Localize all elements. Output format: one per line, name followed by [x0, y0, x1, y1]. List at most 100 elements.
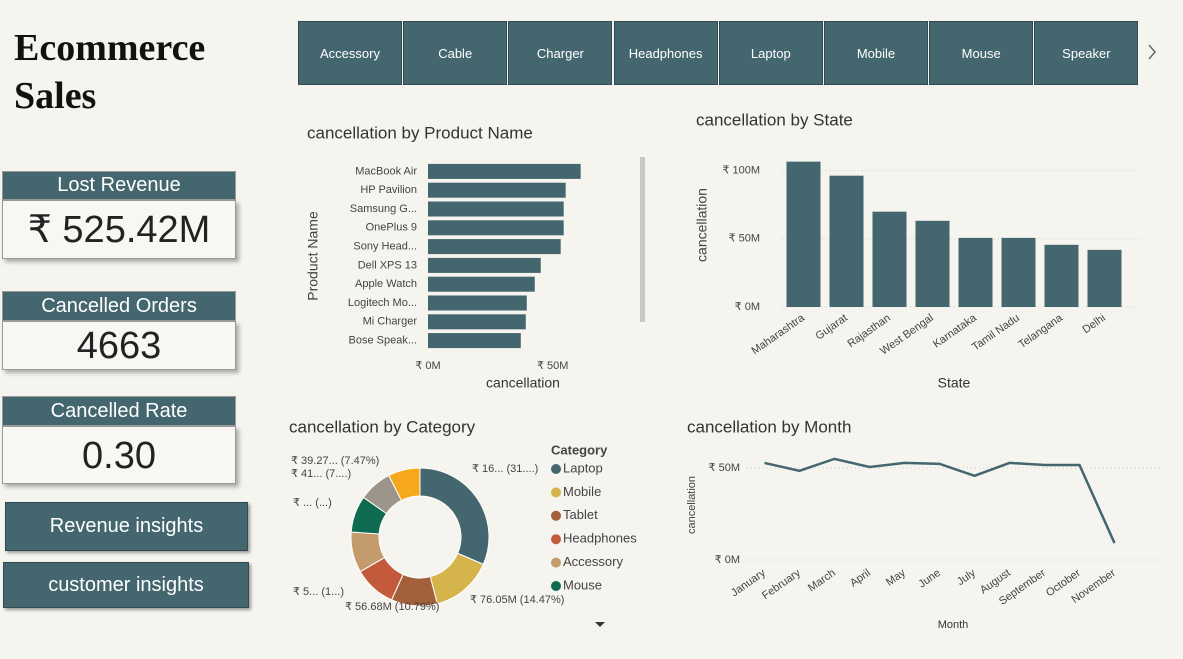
bar — [872, 211, 907, 307]
kpi-label: Lost Revenue — [2, 171, 236, 200]
chart-title: cancellation by Category — [289, 417, 476, 436]
y-tick-label: ₹ 100M — [722, 165, 760, 177]
bar — [428, 163, 581, 179]
bar — [958, 237, 993, 307]
bar — [1001, 237, 1036, 307]
legend-scroll[interactable] — [595, 622, 605, 627]
x-axis-title: Month — [938, 619, 969, 631]
bar — [1087, 249, 1122, 307]
filter-button[interactable]: Headphones — [613, 21, 718, 85]
legend-label: Mobile — [563, 484, 601, 499]
chart-title: cancellation by State — [696, 110, 853, 129]
legend-swatch — [551, 581, 561, 591]
legend-swatch — [551, 534, 561, 545]
nav-button[interactable]: customer insights — [3, 562, 249, 608]
x-tick-label: March — [806, 567, 838, 594]
legend-label: Tablet — [563, 507, 598, 522]
x-tick-label: February — [760, 567, 803, 602]
y-tick-label: Bose Speak... — [349, 335, 418, 347]
x-tick-label: Telangana — [1016, 312, 1065, 351]
bar — [428, 201, 564, 217]
y-tick-label: OnePlus 9 — [366, 222, 417, 234]
x-tick-label: July — [955, 567, 978, 588]
x-tick-label: ₹ 50M — [537, 360, 568, 372]
filter-button[interactable]: Charger — [508, 21, 613, 85]
bar — [428, 295, 527, 311]
y-tick-label: ₹ 0M — [715, 554, 740, 566]
legend-swatch — [551, 487, 561, 498]
filter-button[interactable]: Mouse — [929, 21, 1034, 85]
kpi-label: Cancelled Rate — [2, 396, 236, 426]
bar — [428, 314, 526, 330]
bar — [428, 182, 566, 198]
filter-button[interactable]: Speaker — [1034, 21, 1139, 85]
bar — [428, 257, 541, 273]
y-tick-label: Mi Charger — [363, 316, 418, 328]
filter-button[interactable]: Cable — [403, 21, 508, 85]
legend-label: Mouse — [563, 577, 602, 592]
y-tick-label: Samsung G... — [350, 203, 417, 215]
y-tick-label: ₹ 50M — [709, 462, 740, 474]
x-tick-label: ₹ 0M — [415, 360, 440, 372]
y-tick-label: Logitech Mo... — [348, 297, 417, 309]
x-tick-label: Gujarat — [813, 312, 849, 343]
chart-title: cancellation by Month — [687, 417, 851, 436]
y-axis-title: cancellation — [694, 188, 710, 262]
y-tick-label: Sony Head... — [353, 241, 417, 253]
x-tick-label: Maharashtra — [749, 312, 807, 358]
kpi-value: 0.30 — [2, 426, 236, 484]
x-tick-label: April — [848, 567, 873, 589]
y-tick-label: HP Pavilion — [360, 184, 417, 196]
filter-button[interactable]: Accessory — [298, 21, 402, 85]
x-tick-label: Tamil Nadu — [970, 312, 1022, 353]
legend-label: Accessory — [563, 554, 623, 569]
donut-slice — [419, 467, 490, 566]
kpi-label: Cancelled Orders — [2, 291, 236, 321]
scrollbar[interactable] — [640, 157, 645, 322]
data-label: ₹ ... (...) — [293, 497, 332, 509]
bar — [428, 333, 521, 349]
data-label: ₹ 41... (7....) — [291, 468, 351, 480]
y-tick-label: Dell XPS 13 — [358, 259, 417, 271]
bar — [428, 220, 564, 236]
bar — [1044, 244, 1079, 307]
filter-button[interactable]: Laptop — [718, 21, 823, 85]
legend-swatch — [551, 464, 561, 474]
bar — [428, 276, 535, 292]
data-label: ₹ 5... (1...) — [293, 586, 344, 598]
line — [764, 457, 1116, 544]
legend-title: Category — [551, 442, 608, 457]
bar — [915, 220, 950, 307]
data-label: ₹ 76.05M (14.47%) — [470, 594, 564, 606]
x-tick-label: May — [884, 567, 908, 589]
bar — [786, 161, 821, 307]
x-axis-title: cancellation — [486, 375, 560, 391]
y-tick-label: ₹ 0M — [735, 301, 760, 313]
nav-button[interactable]: Revenue insights — [5, 502, 248, 551]
page-title: Ecommerce Sales — [14, 27, 206, 117]
scroll-arrow[interactable] — [1148, 44, 1156, 60]
y-tick-label: Apple Watch — [355, 278, 417, 290]
legend-swatch — [551, 557, 561, 568]
kpi-value: ₹ 525.42M — [2, 200, 236, 259]
y-axis-title: Product Name — [305, 211, 321, 301]
x-axis-title: State — [938, 375, 971, 391]
chart-title: cancellation by Product Name — [307, 123, 533, 142]
kpi-value: 4663 — [2, 321, 236, 370]
bar — [428, 239, 561, 255]
y-tick-label: ₹ 50M — [729, 233, 760, 245]
data-label: ₹ 16... (31....) — [472, 463, 538, 475]
x-tick-label: Delhi — [1080, 312, 1107, 336]
data-label: ₹ 39.27... (7.47%) — [291, 455, 379, 467]
y-tick-label: MacBook Air — [355, 165, 417, 177]
legend-label: Laptop — [563, 460, 603, 475]
legend-label: Headphones — [563, 531, 637, 546]
y-axis-title: cancellation — [686, 476, 698, 534]
data-label: ₹ 56.68M (10.79%) — [345, 601, 439, 613]
legend-swatch — [551, 510, 561, 521]
donut-slice — [388, 467, 421, 502]
x-tick-label: June — [916, 567, 942, 591]
filter-button[interactable]: Mobile — [824, 21, 928, 85]
